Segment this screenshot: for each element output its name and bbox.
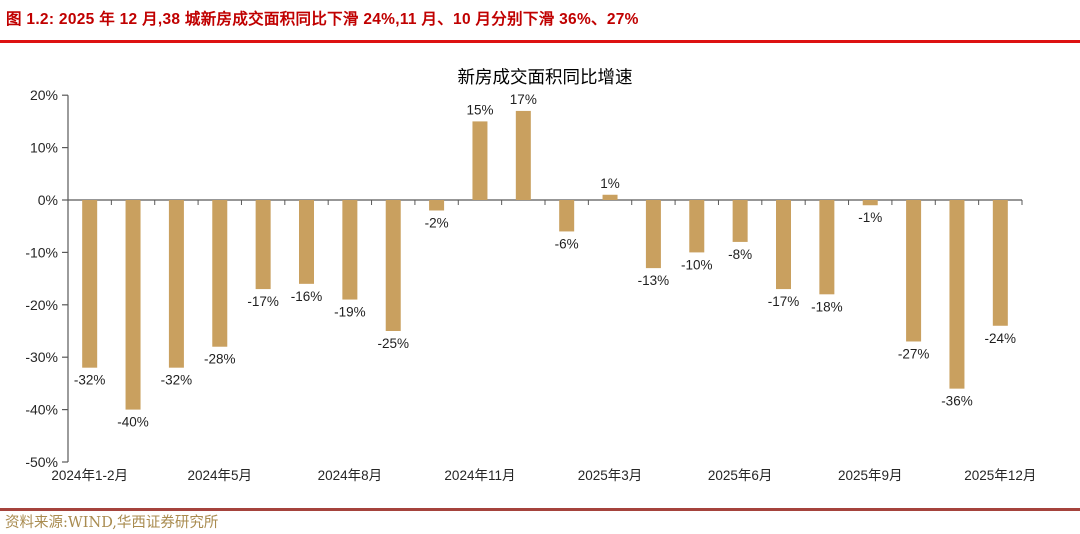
x-axis-label: 2025年6月 (708, 468, 773, 483)
bar-value-label: -8% (728, 247, 752, 262)
bar (645, 200, 661, 269)
x-axis-label: 2025年3月 (578, 468, 643, 483)
bar-value-label: -2% (425, 215, 449, 230)
x-axis-label: 2024年11月 (444, 468, 515, 483)
bar (255, 200, 271, 290)
bar-chart: 新房成交面积同比增速 20% 10% 0% -10% -20% -30% -40% -50% -3… (0, 55, 1080, 500)
y-axis-label: -30% (25, 349, 58, 365)
bar-value-label: -24% (985, 331, 1017, 346)
bar (472, 121, 488, 200)
bar (689, 200, 705, 253)
footer-divider (0, 508, 1080, 511)
bar (819, 200, 835, 295)
bar-value-label: -10% (681, 257, 713, 272)
bar-value-label: -27% (898, 346, 930, 361)
bar-value-label: -16% (291, 289, 323, 304)
bar-value-label: -17% (768, 294, 800, 309)
bar (385, 200, 401, 331)
y-axis-label: -50% (25, 454, 58, 470)
bar (212, 200, 228, 347)
y-axis-label: 20% (30, 87, 58, 103)
title-divider (0, 40, 1080, 43)
source-note: 资料来源:WIND,华西证券研究所 (5, 515, 219, 531)
chart-title: 新房成交面积同比增速 (458, 67, 633, 87)
bar (342, 200, 358, 300)
bar-value-label: -32% (161, 373, 193, 388)
bar (559, 200, 575, 232)
x-axis-label: 2025年9月 (838, 468, 903, 483)
bar-value-label: -19% (334, 305, 366, 320)
bar (949, 200, 965, 389)
y-axis-label: -40% (25, 402, 58, 418)
bar-value-label: -40% (117, 415, 149, 430)
x-axis-label: 2025年12月 (964, 468, 1036, 483)
bar-value-label: -6% (555, 236, 579, 251)
x-axis-label: 2024年5月 (187, 468, 252, 483)
y-axis-label: -10% (25, 244, 58, 260)
x-axis-label: 2024年1-2月 (51, 468, 128, 483)
bar-value-label: -32% (74, 373, 106, 388)
bar (82, 200, 98, 368)
x-axis-label: 2024年8月 (318, 468, 383, 483)
bar (125, 200, 141, 410)
bar-value-label: 17% (510, 92, 537, 107)
figure-title: 图 1.2: 2025 年 12 月,38 城新房成交面积同比下滑 24%,11… (6, 11, 639, 28)
bar-value-label: -18% (811, 299, 843, 314)
bar-value-label: 1% (600, 176, 620, 191)
bar-value-label: -36% (941, 394, 973, 409)
y-axis-label: 0% (38, 192, 58, 208)
bar-chart-canvas: 新房成交面积同比增速 20% 10% 0% -10% -20% -30% -40% -50% -3… (25, 67, 1036, 483)
bar-value-label: -1% (858, 210, 882, 225)
bar-value-label: -28% (204, 352, 236, 367)
bar-value-label: -13% (638, 273, 670, 288)
bar (429, 200, 445, 211)
bar (168, 200, 184, 368)
bar (992, 200, 1008, 326)
bar-value-label: -17% (247, 294, 279, 309)
bar (299, 200, 314, 284)
bar (732, 200, 748, 242)
bar-value-label: -25% (377, 336, 409, 351)
bar (515, 110, 531, 200)
bar-value-label: 15% (466, 102, 493, 117)
bar (862, 200, 878, 206)
bar (602, 194, 618, 200)
bar (776, 200, 791, 290)
y-axis-label: 10% (30, 140, 58, 156)
y-axis-label: -20% (25, 297, 58, 313)
bar (906, 200, 922, 342)
